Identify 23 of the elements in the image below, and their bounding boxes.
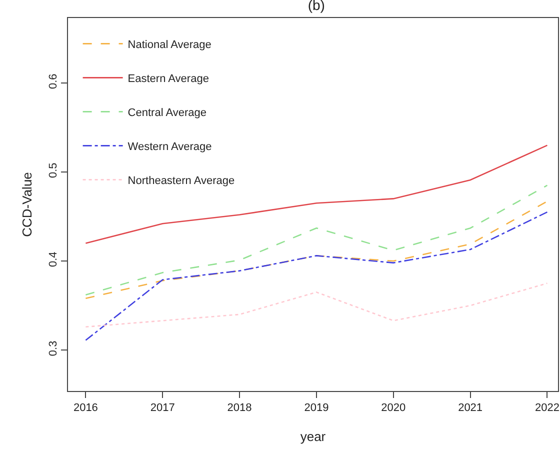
legend-label: Western Average	[128, 140, 212, 153]
y-tick-label: 0.3	[48, 340, 60, 356]
x-tick-label: 2019	[304, 402, 329, 414]
chart-title: (b)	[308, 0, 325, 13]
y-tick-label: 0.5	[48, 162, 60, 178]
line-series	[85, 184, 548, 296]
line-series	[85, 282, 548, 328]
legend-label: National Average	[128, 38, 212, 51]
x-tick-label: 2017	[150, 402, 175, 414]
x-tick-label: 2018	[227, 402, 252, 414]
x-tick-label: 2016	[73, 402, 98, 414]
line-series	[85, 200, 548, 300]
line-series	[85, 211, 548, 341]
x-tick-label: 2020	[381, 402, 406, 414]
x-axis-title: year	[300, 428, 326, 444]
y-axis-title: CCD-Value	[20, 172, 35, 237]
y-tick-label: 0.4	[48, 252, 60, 268]
y-tick-label: 0.6	[48, 74, 60, 89]
x-tick-label: 2021	[458, 402, 483, 414]
legend-label: Eastern Average	[128, 72, 209, 85]
legend-label: Central Average	[128, 106, 206, 119]
legend-label: Northeastern Average	[128, 174, 235, 187]
x-tick-label: 2022	[534, 402, 560, 414]
